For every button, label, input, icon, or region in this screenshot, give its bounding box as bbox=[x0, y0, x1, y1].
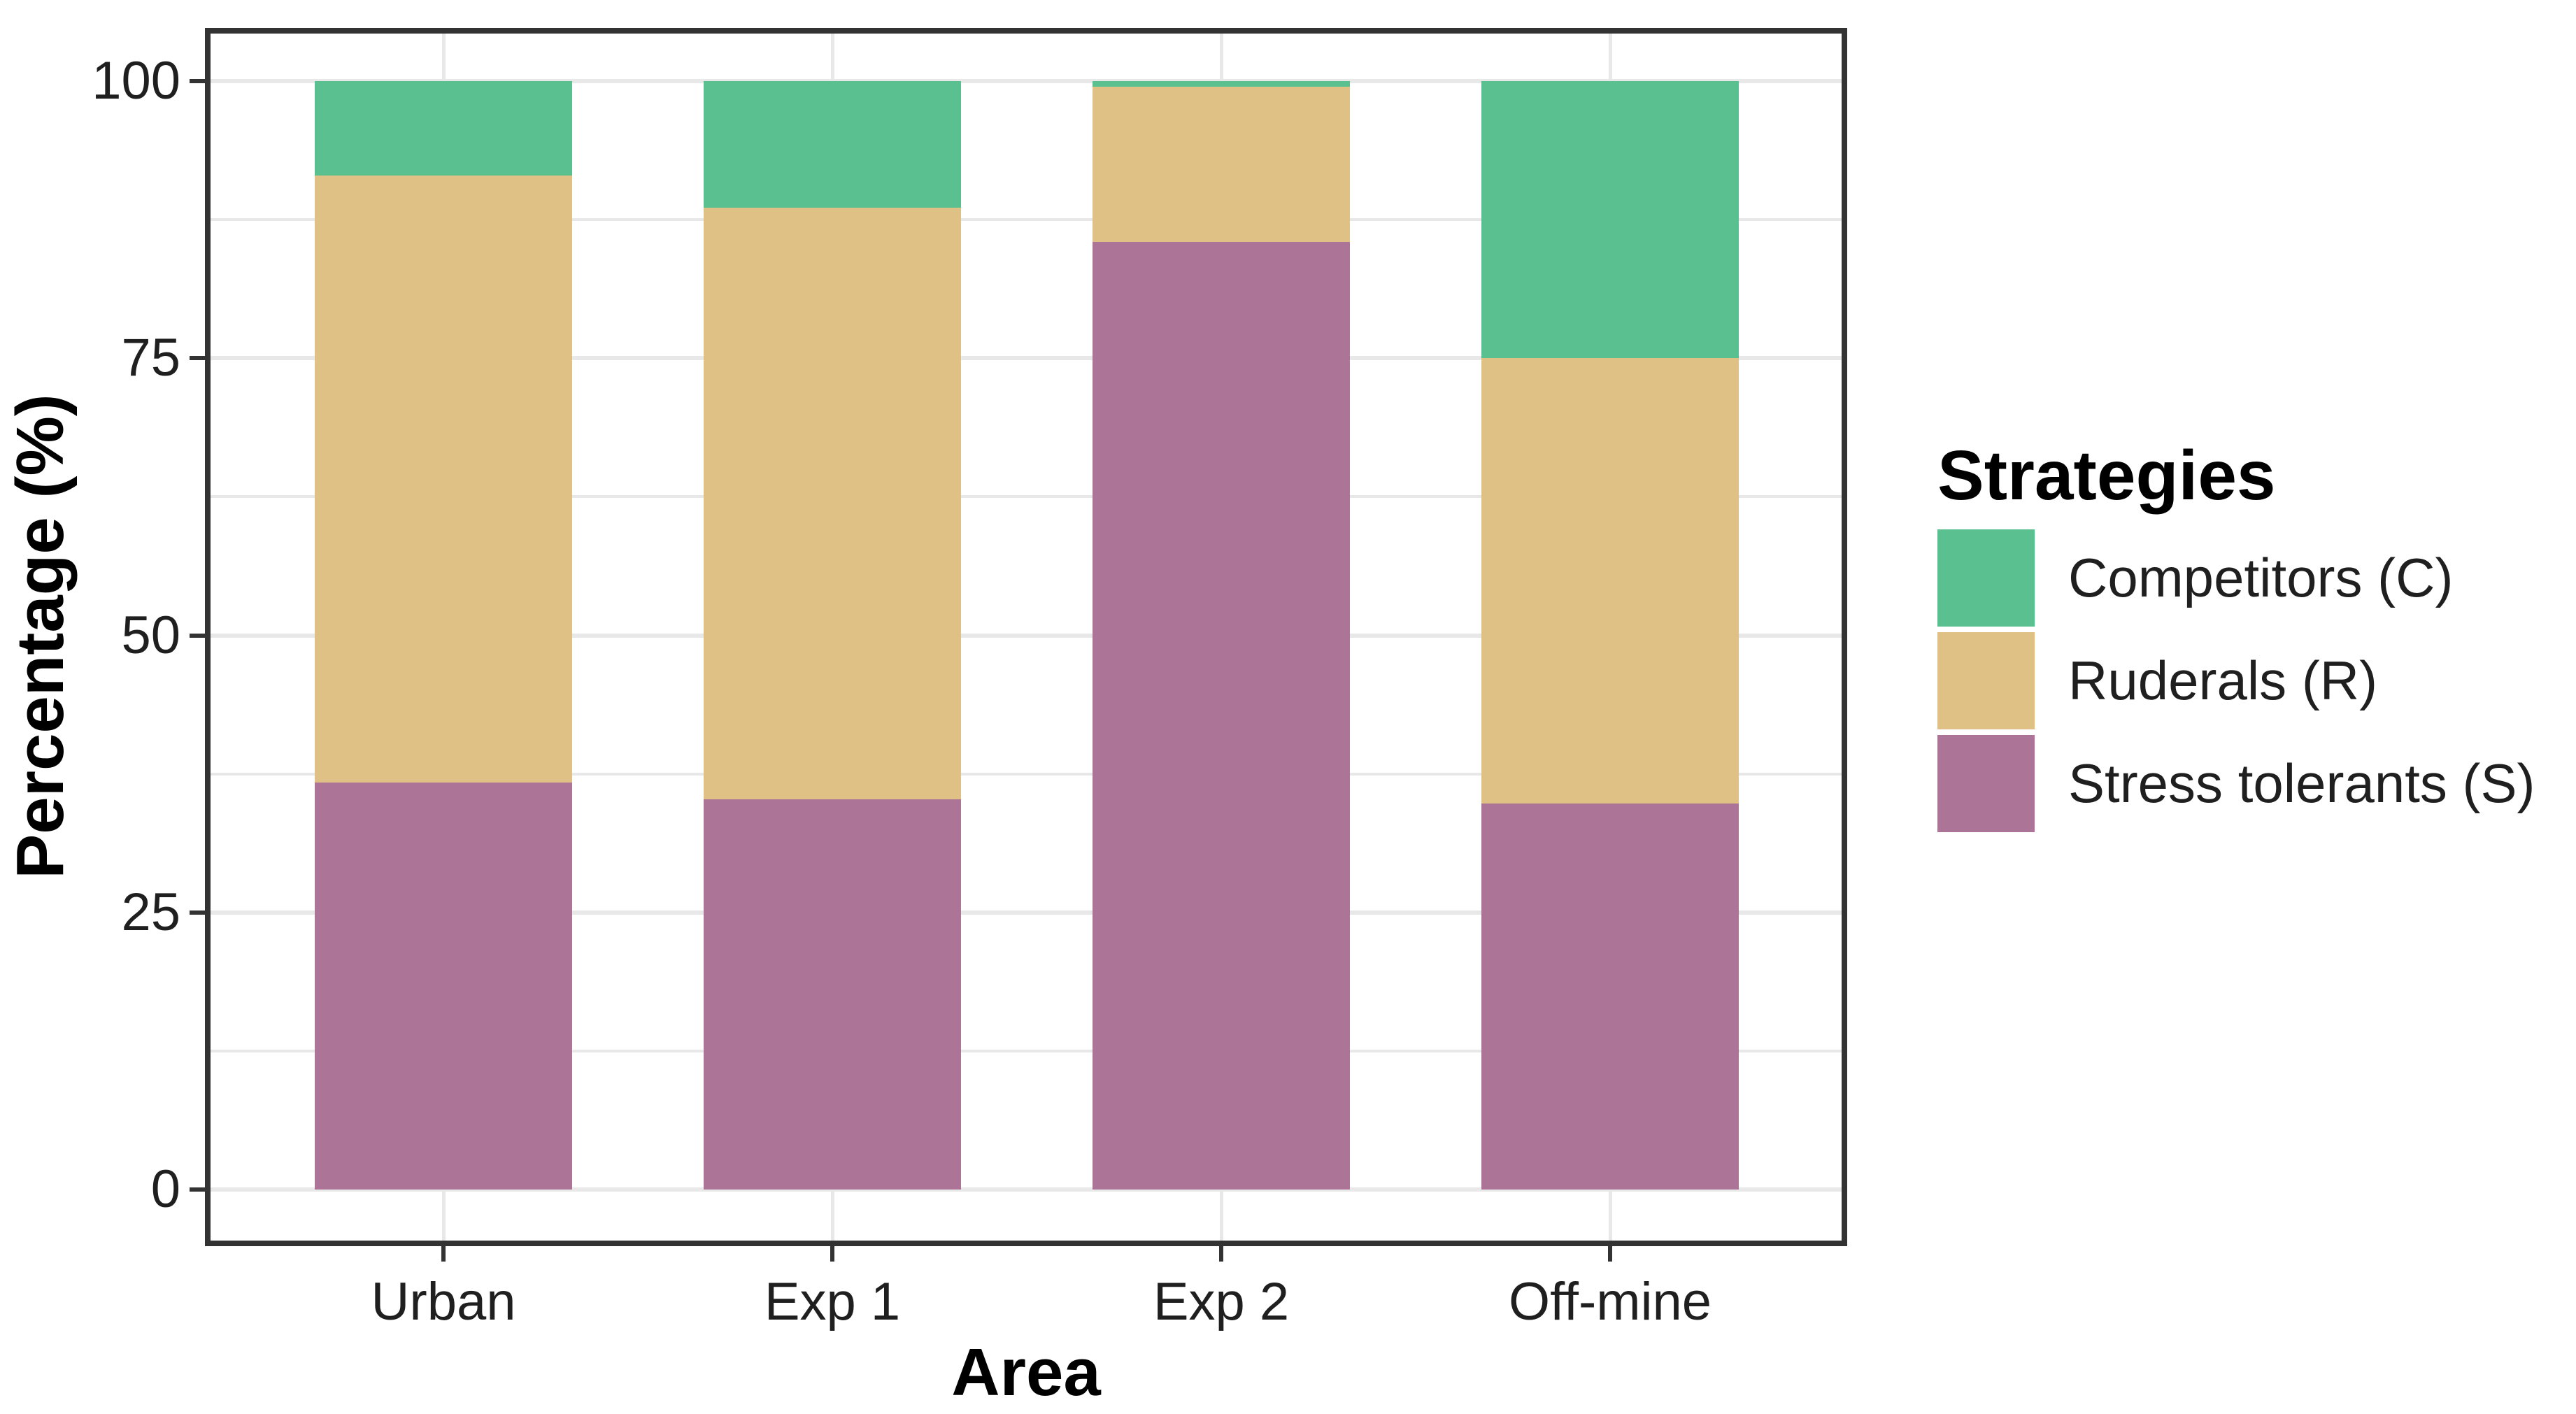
x-axis-tick bbox=[441, 1246, 446, 1262]
y-axis-tick bbox=[190, 633, 205, 638]
legend-items: Competitors (C) Ruderals (R) Stress tolera… bbox=[1937, 529, 2535, 832]
y-tick-label: 50 bbox=[121, 605, 180, 665]
legend-item: Stress tolerants (S) bbox=[1937, 735, 2535, 832]
legend-item-label: Stress tolerants (S) bbox=[2068, 752, 2535, 814]
gridline-major bbox=[211, 1187, 1842, 1192]
x-axis-title: Area bbox=[951, 1335, 1101, 1410]
bar-segment-off-mine bbox=[1481, 81, 1739, 359]
x-tick-label: Urban bbox=[371, 1272, 516, 1331]
y-tick-label: 75 bbox=[121, 328, 180, 388]
legend-item: Competitors (C) bbox=[1937, 529, 2535, 627]
gridline-major bbox=[211, 633, 1842, 638]
y-axis-tick bbox=[190, 1187, 205, 1192]
legend-item: Ruderals (R) bbox=[1937, 632, 2535, 729]
bar-segment-urban bbox=[315, 81, 572, 176]
bar-segment-urban bbox=[315, 783, 572, 1190]
y-axis-tick bbox=[190, 79, 205, 83]
gridline-major bbox=[211, 910, 1842, 915]
bar-segment-exp-2 bbox=[1093, 241, 1350, 1190]
x-tick-label: Off-mine bbox=[1508, 1272, 1712, 1331]
plot-panel bbox=[205, 28, 1847, 1246]
bar-segment-exp-1 bbox=[704, 799, 961, 1190]
bar-segment-exp-1 bbox=[704, 81, 961, 208]
x-tick-label: Exp 2 bbox=[1153, 1272, 1290, 1331]
y-tick-label: 100 bbox=[92, 51, 180, 110]
gridline-minor bbox=[211, 772, 1842, 776]
x-axis-tick bbox=[1219, 1246, 1223, 1262]
legend-swatch bbox=[1937, 632, 2035, 729]
legend-title: Strategies bbox=[1937, 436, 2276, 515]
y-axis-title: Percentage (%) bbox=[3, 394, 78, 879]
x-axis-tick bbox=[1608, 1246, 1612, 1262]
legend-item-label: Competitors (C) bbox=[2068, 547, 2454, 608]
bar-segment-exp-2 bbox=[1093, 86, 1350, 242]
x-axis-tick bbox=[830, 1246, 834, 1262]
legend-swatch bbox=[1937, 529, 2035, 627]
y-tick-label: 0 bbox=[150, 1159, 180, 1219]
y-tick-label: 25 bbox=[121, 882, 180, 942]
legend: Strategies Competitors (C) Ruderals (R) St… bbox=[1937, 441, 2535, 838]
gridline-major bbox=[211, 79, 1842, 83]
gridline-minor bbox=[211, 218, 1842, 222]
gridline-minor bbox=[211, 1049, 1842, 1052]
bar-segment-off-mine bbox=[1481, 804, 1739, 1190]
gridline-major bbox=[211, 356, 1842, 361]
y-axis-tick bbox=[190, 910, 205, 915]
x-tick-label: Exp 1 bbox=[764, 1272, 901, 1331]
bar-segment-exp-1 bbox=[704, 207, 961, 800]
legend-swatch bbox=[1937, 735, 2035, 832]
y-axis-tick bbox=[190, 356, 205, 361]
bar-segment-exp-2 bbox=[1093, 81, 1350, 87]
gridline-minor bbox=[211, 495, 1842, 499]
legend-item-label: Ruderals (R) bbox=[2068, 650, 2378, 711]
bar-segment-off-mine bbox=[1481, 358, 1739, 804]
bar-segment-urban bbox=[315, 175, 572, 783]
